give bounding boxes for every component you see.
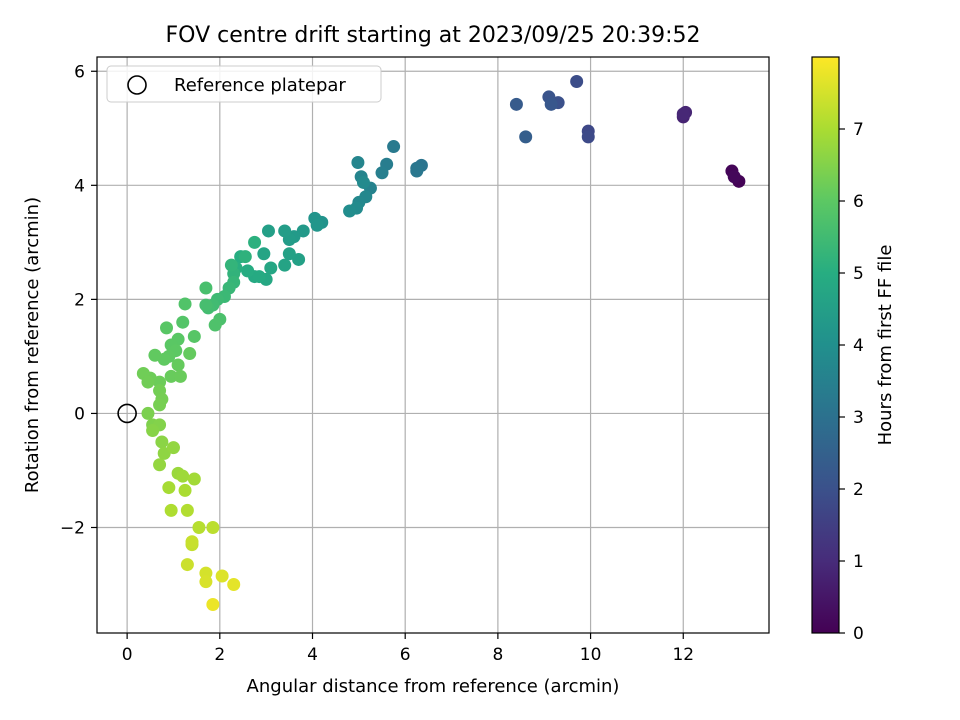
colorbar: 0 1 2 3 4 5 6 7 Hours from first FF file [811, 56, 896, 644]
data-point [570, 75, 584, 89]
x-tick-label: 4 [307, 645, 318, 665]
colorbar-ticks: 0 1 2 3 4 5 6 7 [839, 120, 864, 644]
data-point [310, 218, 324, 232]
data-point [248, 235, 262, 249]
y-tick-label: 6 [74, 62, 85, 82]
data-point [180, 503, 194, 517]
data-point [141, 406, 155, 420]
colorbar-tick-label: 3 [853, 408, 864, 428]
legend-marker [127, 75, 147, 95]
data-point [227, 578, 241, 592]
data-point [519, 130, 533, 144]
data-point [206, 597, 220, 611]
colorbar-tick-label: 1 [853, 552, 864, 572]
data-point [141, 375, 155, 389]
legend-box [106, 65, 382, 103]
data-point [278, 224, 292, 238]
data-point [178, 297, 192, 311]
data-point [676, 107, 690, 121]
colorbar-tick-label: 7 [853, 120, 864, 140]
data-point [215, 569, 229, 583]
data-point [224, 258, 238, 272]
data-point [171, 358, 185, 372]
y-tick-label: 2 [74, 290, 85, 310]
y-tick-label: 4 [74, 176, 85, 196]
colorbar-gradient [811, 56, 840, 634]
y-axis-label: Rotation from reference (arcmin) [22, 197, 43, 493]
data-point [148, 348, 162, 362]
colorbar-label: Hours from first FF file [875, 245, 896, 446]
data-point [185, 535, 199, 549]
data-point [199, 575, 213, 589]
x-axis-ticks: 0 2 4 6 8 10 12 [122, 633, 694, 665]
data-point [176, 469, 190, 483]
data-point [375, 166, 389, 180]
data-point [164, 503, 178, 517]
x-tick-label: 8 [492, 645, 503, 665]
data-point [264, 261, 278, 275]
data-point [166, 441, 180, 455]
legend: Reference platepar [106, 65, 382, 103]
data-point [356, 175, 370, 189]
legend-entry-label: Reference platepar [174, 75, 346, 96]
data-points [136, 75, 746, 611]
data-point [278, 258, 292, 272]
data-point [343, 204, 357, 218]
reference-point-marker [117, 403, 137, 424]
y-tick-label: 0 [74, 404, 85, 424]
colorbar-tick-label: 6 [853, 192, 864, 212]
x-tick-label: 12 [672, 645, 694, 665]
data-point [509, 97, 523, 111]
data-point [183, 347, 197, 361]
x-tick-label: 10 [580, 645, 602, 665]
data-point [192, 520, 206, 534]
x-tick-label: 2 [214, 645, 225, 665]
data-point [544, 97, 558, 111]
x-tick-label: 0 [122, 645, 133, 665]
x-tick-label: 6 [400, 645, 411, 665]
data-point [410, 164, 424, 178]
colorbar-tick-label: 0 [853, 624, 864, 644]
plot-area: 0 2 4 6 8 10 12 −2 0 2 4 6 [60, 56, 770, 665]
colorbar-tick-label: 5 [853, 264, 864, 284]
data-point [282, 247, 296, 261]
data-point [176, 315, 190, 329]
data-point [241, 264, 255, 278]
y-axis-ticks: −2 0 2 4 6 [60, 62, 97, 538]
data-point [261, 224, 275, 238]
data-point [146, 424, 160, 438]
axes-frame [96, 56, 770, 634]
data-point [199, 281, 213, 295]
y-tick-label: −2 [60, 518, 85, 538]
data-point [257, 247, 271, 261]
data-point [187, 329, 201, 343]
data-point [173, 369, 187, 383]
data-point [155, 435, 169, 449]
data-point [199, 298, 213, 312]
data-point [187, 472, 201, 486]
data-point [178, 483, 192, 497]
data-point [727, 170, 741, 184]
x-axis-label: Angular distance from reference (arcmin) [247, 676, 620, 697]
data-point [162, 481, 176, 495]
data-point [581, 130, 595, 144]
data-point [206, 520, 220, 534]
colorbar-tick-label: 4 [853, 336, 864, 356]
colorbar-tick-label: 2 [853, 480, 864, 500]
data-point [252, 270, 266, 284]
data-point [153, 458, 167, 472]
data-point [164, 369, 178, 383]
data-point [208, 318, 222, 332]
data-point [387, 140, 401, 154]
data-point [180, 558, 194, 572]
data-point [351, 156, 365, 170]
data-point [238, 250, 252, 264]
data-point [153, 398, 167, 412]
chart-title: FOV centre drift starting at 2023/09/25 … [166, 23, 701, 48]
data-point [160, 321, 174, 335]
